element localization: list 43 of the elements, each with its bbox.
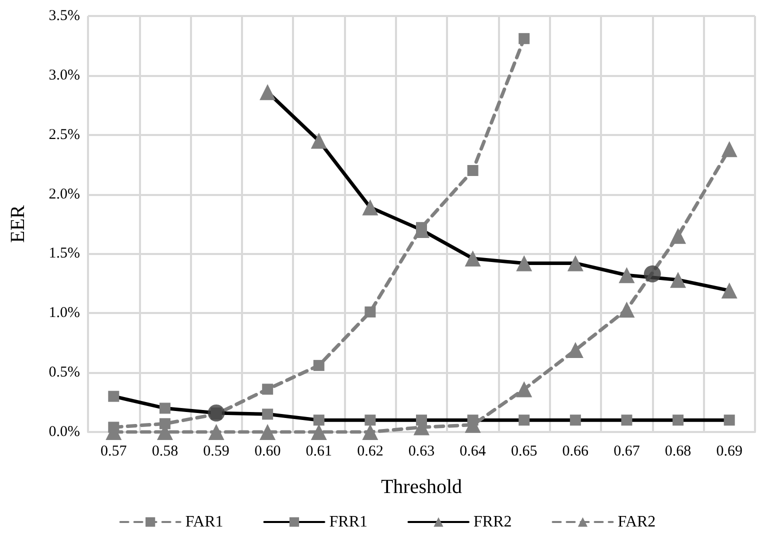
y-tick-label: 3.5% <box>48 8 80 24</box>
point <box>208 424 224 440</box>
x-tick-label: 0.66 <box>562 444 590 460</box>
x-tick-label: 0.62 <box>357 444 384 460</box>
point <box>313 360 324 371</box>
point <box>670 228 686 244</box>
point <box>618 302 635 318</box>
y-tick-label: 1.5% <box>48 246 80 262</box>
legend-label: FAR2 <box>618 514 656 530</box>
point <box>260 424 276 440</box>
y-axis-title: EER <box>7 204 29 243</box>
x-tick-label: 0.63 <box>408 444 435 460</box>
x-tick-label: 0.60 <box>254 444 281 460</box>
y-tick-label: 3.0% <box>48 67 80 84</box>
x-tick-label: 0.68 <box>664 444 692 460</box>
x-tick-label: 0.65 <box>510 444 538 460</box>
x-tick-label: 0.67 <box>614 444 640 460</box>
y-tick-label: 2.0% <box>48 186 80 202</box>
legend-label: FRR2 <box>474 514 512 530</box>
point <box>516 381 532 398</box>
point <box>262 384 274 395</box>
point <box>362 424 378 440</box>
y-tick-label: 1.0% <box>48 305 80 322</box>
x-tick-label: 0.64 <box>460 444 486 460</box>
point <box>518 33 530 44</box>
point <box>208 404 225 422</box>
point <box>644 265 661 282</box>
y-tick-label: 0.0% <box>48 424 80 440</box>
point <box>567 342 584 358</box>
x-tick-label: 0.57 <box>100 444 128 460</box>
legend-label: FAR1 <box>185 514 224 530</box>
point <box>467 165 478 176</box>
x-tick-label: 0.58 <box>152 444 178 460</box>
x-tick-label: 0.59 <box>203 444 230 460</box>
x-axis-title: Threshold <box>380 476 462 498</box>
y-tick-label: 2.5% <box>48 126 80 143</box>
legend-label: FRR1 <box>329 514 368 530</box>
y-tick-label: 0.5% <box>48 364 80 381</box>
x-tick-label: 0.61 <box>306 444 332 460</box>
point <box>721 141 738 158</box>
x-tick-label: 0.69 <box>716 444 742 460</box>
point <box>310 424 327 440</box>
point <box>364 306 376 318</box>
